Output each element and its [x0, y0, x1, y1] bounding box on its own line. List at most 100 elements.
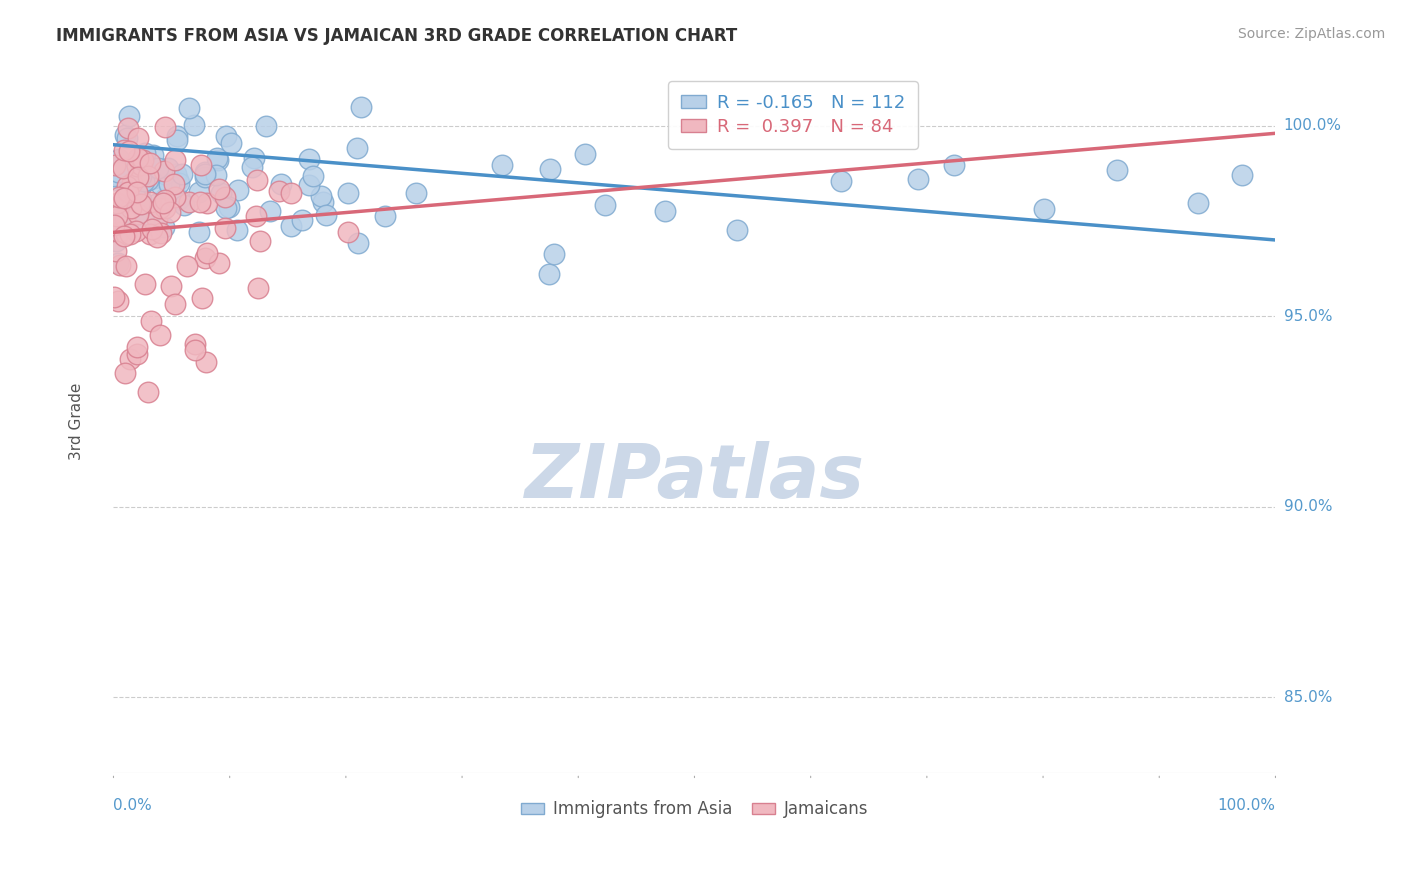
Text: 100.0%: 100.0%: [1284, 118, 1341, 133]
Point: [1187, 196, 1209, 211]
Point: [118, 144, 141, 158]
Point: [103, 218, 125, 232]
Point: [298, 152, 321, 166]
Point: [214, 190, 236, 204]
Point: [309, 188, 332, 202]
Point: [128, 182, 150, 196]
Point: [242, 151, 264, 165]
Point: [374, 209, 396, 223]
Point: [127, 151, 149, 165]
Point: [146, 230, 169, 244]
Point: [127, 131, 149, 145]
Point: [176, 260, 198, 274]
Point: [141, 222, 163, 236]
Point: [173, 197, 195, 211]
Point: [195, 195, 218, 210]
Point: [127, 207, 149, 221]
Point: [177, 194, 200, 209]
Point: [830, 174, 852, 188]
Point: [267, 184, 290, 198]
Point: [166, 133, 188, 147]
Point: [1230, 168, 1253, 182]
Point: [124, 191, 146, 205]
Point: [129, 193, 152, 207]
Point: [725, 223, 748, 237]
Point: [125, 224, 148, 238]
Point: [907, 172, 929, 186]
Point: [157, 177, 180, 191]
Point: [240, 160, 263, 174]
Point: [194, 167, 217, 181]
Point: [254, 119, 277, 133]
Point: [146, 211, 169, 226]
Point: [491, 158, 513, 172]
Point: [114, 211, 136, 226]
Point: [114, 177, 136, 191]
Point: [112, 191, 135, 205]
Point: [108, 152, 131, 166]
Point: [249, 234, 271, 248]
Point: [105, 206, 128, 220]
Point: [107, 209, 129, 223]
Point: [346, 236, 368, 251]
Point: [134, 213, 156, 227]
Point: [105, 244, 128, 259]
Point: [157, 161, 180, 176]
Point: [127, 185, 149, 199]
Point: [226, 182, 249, 196]
Point: [188, 185, 211, 199]
Point: [148, 201, 170, 215]
Point: [120, 201, 142, 215]
Point: [209, 186, 232, 200]
Point: [145, 197, 167, 211]
Point: [112, 144, 135, 158]
Text: Source: ZipAtlas.com: Source: ZipAtlas.com: [1237, 27, 1385, 41]
Text: 0.0%: 0.0%: [114, 798, 152, 814]
Point: [118, 227, 141, 241]
Point: [166, 173, 188, 187]
Point: [160, 279, 183, 293]
Point: [574, 147, 596, 161]
Point: [128, 201, 150, 215]
Point: [134, 174, 156, 188]
Point: [270, 177, 292, 191]
Point: [138, 155, 160, 169]
Point: [208, 182, 231, 196]
Point: [142, 148, 165, 162]
Point: [195, 246, 218, 260]
Point: [149, 226, 172, 240]
Point: [405, 186, 427, 200]
Point: [129, 158, 152, 172]
Point: [169, 192, 191, 206]
Point: [115, 227, 138, 241]
Point: [118, 351, 141, 366]
Point: [291, 213, 314, 227]
Point: [134, 146, 156, 161]
Point: [208, 256, 231, 270]
Point: [195, 355, 218, 369]
Point: [136, 169, 159, 184]
Point: [193, 170, 215, 185]
Point: [153, 164, 176, 178]
Point: [117, 130, 139, 145]
Point: [538, 162, 561, 177]
Point: [337, 186, 360, 201]
Point: [117, 211, 139, 226]
Point: [165, 297, 187, 311]
Point: [125, 208, 148, 222]
Point: [221, 136, 243, 150]
Point: [207, 153, 229, 167]
Point: [135, 165, 157, 179]
Point: [118, 187, 141, 202]
Point: [165, 190, 187, 204]
Point: [167, 176, 190, 190]
Point: [108, 158, 131, 172]
Point: [146, 161, 169, 176]
Point: [150, 178, 173, 193]
Point: [124, 174, 146, 188]
Text: ZIPatlas: ZIPatlas: [524, 441, 865, 514]
Point: [280, 219, 302, 233]
Point: [127, 173, 149, 187]
Point: [108, 258, 131, 272]
Point: [337, 225, 360, 239]
